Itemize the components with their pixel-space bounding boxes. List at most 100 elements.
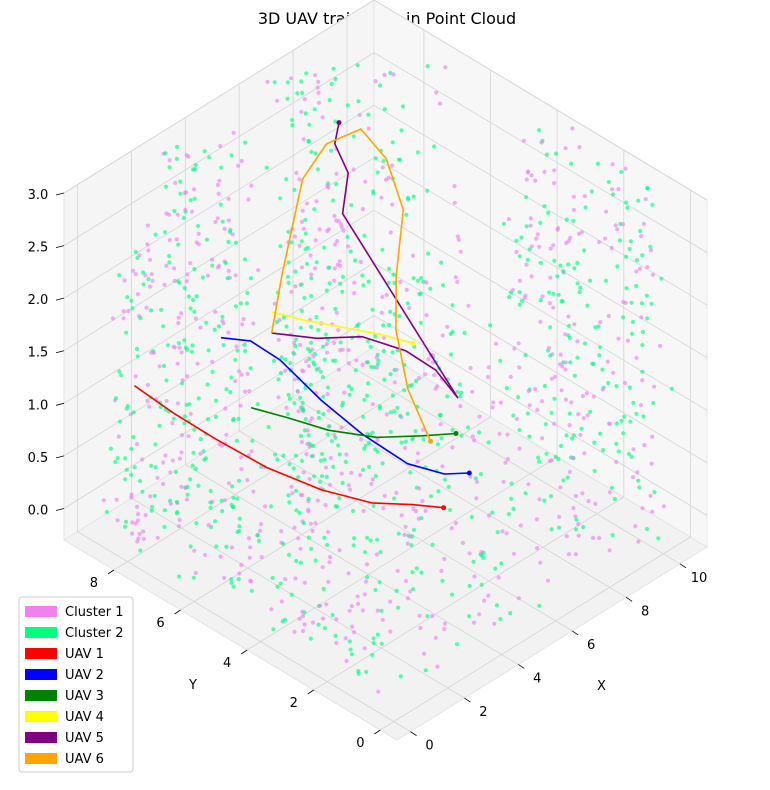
cloud-point	[138, 478, 143, 484]
cloud-point	[421, 437, 426, 442]
cloud-point	[505, 456, 510, 462]
cloud-point	[526, 482, 531, 487]
cloud-point	[568, 161, 574, 166]
cloud-point	[640, 369, 645, 374]
cloud-point	[378, 550, 383, 555]
cloud-point	[218, 202, 223, 207]
cloud-point	[336, 219, 342, 224]
cloud-point	[123, 524, 128, 529]
cloud-point	[544, 451, 549, 456]
cloud-point	[231, 130, 236, 135]
cloud-point	[430, 360, 435, 365]
cloud-point	[442, 626, 447, 632]
cloud-point	[615, 264, 620, 269]
cloud-point	[180, 381, 185, 386]
cloud-point	[237, 516, 242, 521]
cloud-point	[325, 542, 330, 548]
cloud-point	[314, 315, 319, 320]
cloud-point	[245, 478, 250, 483]
cloud-point	[175, 401, 181, 406]
cloud-point	[216, 324, 222, 329]
cloud-point	[135, 292, 141, 297]
cloud-point	[291, 350, 296, 356]
cloud-point	[514, 249, 519, 255]
cloud-point	[631, 400, 636, 405]
cloud-point	[329, 81, 334, 87]
cloud-point	[650, 434, 655, 439]
cloud-point	[175, 212, 180, 217]
cloud-point	[486, 365, 491, 370]
cloud-point	[537, 459, 542, 464]
cloud-point	[303, 217, 308, 222]
cloud-point	[487, 513, 492, 518]
cloud-point	[546, 210, 551, 215]
cloud-point	[263, 504, 268, 509]
cloud-point	[634, 269, 639, 274]
cloud-point	[202, 149, 207, 154]
cloud-point	[213, 519, 218, 524]
cloud-point	[610, 162, 615, 167]
cloud-point	[468, 365, 473, 371]
cloud-point	[471, 559, 476, 565]
cloud-point	[298, 560, 303, 565]
cloud-point	[332, 340, 337, 345]
cloud-point	[309, 454, 314, 459]
cloud-point	[509, 496, 514, 501]
cloud-point	[158, 404, 163, 410]
cloud-point	[164, 211, 169, 216]
cloud-point	[121, 316, 126, 321]
cloud-point	[245, 371, 250, 376]
cloud-point	[353, 368, 358, 373]
cloud-point	[542, 169, 547, 174]
cloud-point	[459, 433, 464, 438]
cloud-point	[303, 231, 308, 236]
cloud-point	[308, 349, 313, 354]
cloud-point	[523, 491, 528, 496]
cloud-point	[527, 434, 532, 439]
cloud-point	[161, 363, 167, 369]
cloud-point	[129, 446, 134, 451]
cloud-point	[609, 485, 615, 490]
cloud-point	[458, 394, 463, 399]
cloud-point	[549, 376, 555, 381]
cloud-point	[553, 374, 558, 379]
cloud-point	[649, 301, 654, 306]
cloud-point	[163, 151, 168, 156]
cloud-point	[242, 257, 248, 262]
cloud-point	[163, 453, 168, 458]
cloud-point	[195, 361, 200, 366]
cloud-point	[271, 627, 276, 632]
cloud-point	[535, 407, 540, 412]
cloud-point	[140, 457, 145, 462]
z-tick-mark	[55, 350, 65, 354]
cloud-point	[360, 608, 365, 613]
cloud-point	[511, 413, 516, 418]
cloud-point	[402, 532, 407, 538]
cloud-point	[314, 367, 319, 372]
cloud-point	[477, 414, 482, 419]
cloud-point	[643, 197, 648, 202]
cloud-point	[552, 168, 557, 173]
z-grid-right-wall	[373, 157, 708, 359]
cloud-point	[221, 321, 226, 326]
cloud-point	[455, 234, 460, 239]
cloud-point	[174, 156, 179, 161]
cloud-point	[228, 390, 233, 395]
cloud-point	[366, 440, 372, 446]
cloud-point	[241, 317, 246, 322]
cloud-point	[415, 278, 420, 283]
cloud-point	[390, 140, 395, 145]
cloud-point	[125, 403, 130, 409]
cloud-point	[216, 191, 221, 196]
cloud-point	[291, 466, 296, 471]
cloud-point	[524, 177, 529, 182]
cloud-point	[514, 416, 520, 422]
cloud-point	[382, 107, 387, 112]
cloud-point	[294, 558, 299, 564]
cloud-point	[634, 355, 639, 360]
cloud-point	[188, 198, 193, 203]
cloud-point	[405, 195, 411, 200]
cloud-point	[315, 85, 320, 90]
cloud-point	[283, 368, 288, 373]
cloud-point	[134, 346, 140, 352]
